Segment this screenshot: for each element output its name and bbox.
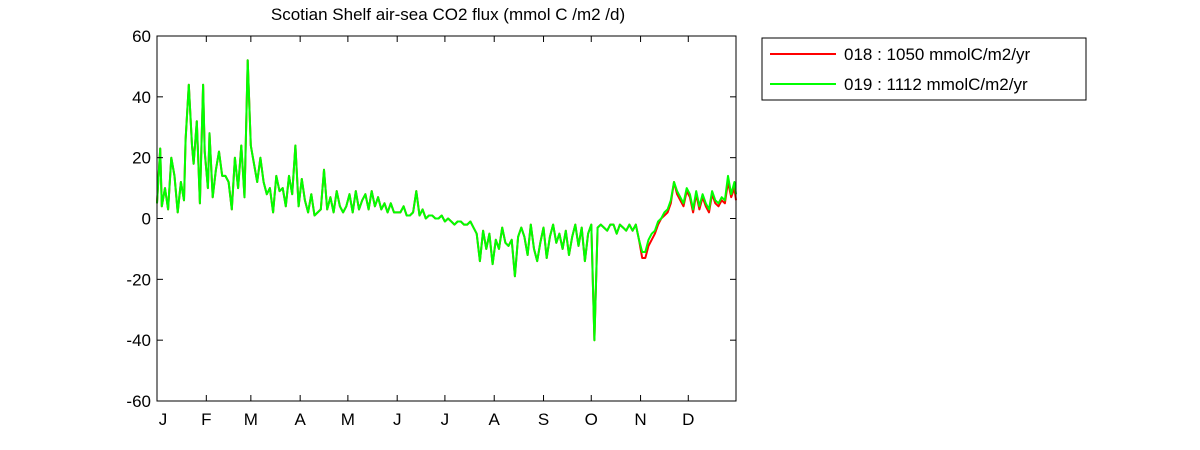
axis-ticks (156, 35, 736, 402)
x-tick-label: O (585, 410, 598, 429)
y-tick-labels: -60 -40 -20 0 20 40 60 (126, 27, 151, 411)
legend-label-series-018: 018 : 1050 mmolC/m2/yr (844, 45, 1030, 64)
y-tick-label: 0 (142, 210, 151, 229)
y-tick-label: -60 (126, 392, 151, 411)
chart-title: Scotian Shelf air-sea CO2 flux (mmol C /… (271, 5, 625, 24)
series-line-1 (156, 59, 737, 342)
y-tick-label: -20 (126, 270, 151, 289)
x-tick-label: M (341, 410, 355, 429)
legend: 018 : 1050 mmolC/m2/yr 019 : 1112 mmolC/… (761, 37, 1087, 101)
legend-box (761, 37, 1087, 101)
y-tick-label: 60 (132, 27, 151, 46)
x-tick-label: N (634, 410, 646, 429)
x-tick-label: A (489, 410, 501, 429)
y-tick-label: 20 (132, 149, 151, 168)
x-tick-label: A (294, 410, 306, 429)
legend-label-series-019: 019 : 1112 mmolC/m2/yr (844, 75, 1028, 94)
x-tick-label: J (159, 410, 168, 429)
x-tick-label: F (201, 410, 211, 429)
x-tick-label: J (393, 410, 402, 429)
x-tick-label: D (682, 410, 694, 429)
y-tick-label: -40 (126, 331, 151, 350)
y-tick-label: 40 (132, 88, 151, 107)
plot-frame (156, 35, 737, 402)
x-tick-label: M (244, 410, 258, 429)
plot-lines (156, 59, 737, 342)
plot-area (157, 36, 736, 401)
x-tick-label: J (441, 410, 450, 429)
x-tick-label: S (538, 410, 549, 429)
